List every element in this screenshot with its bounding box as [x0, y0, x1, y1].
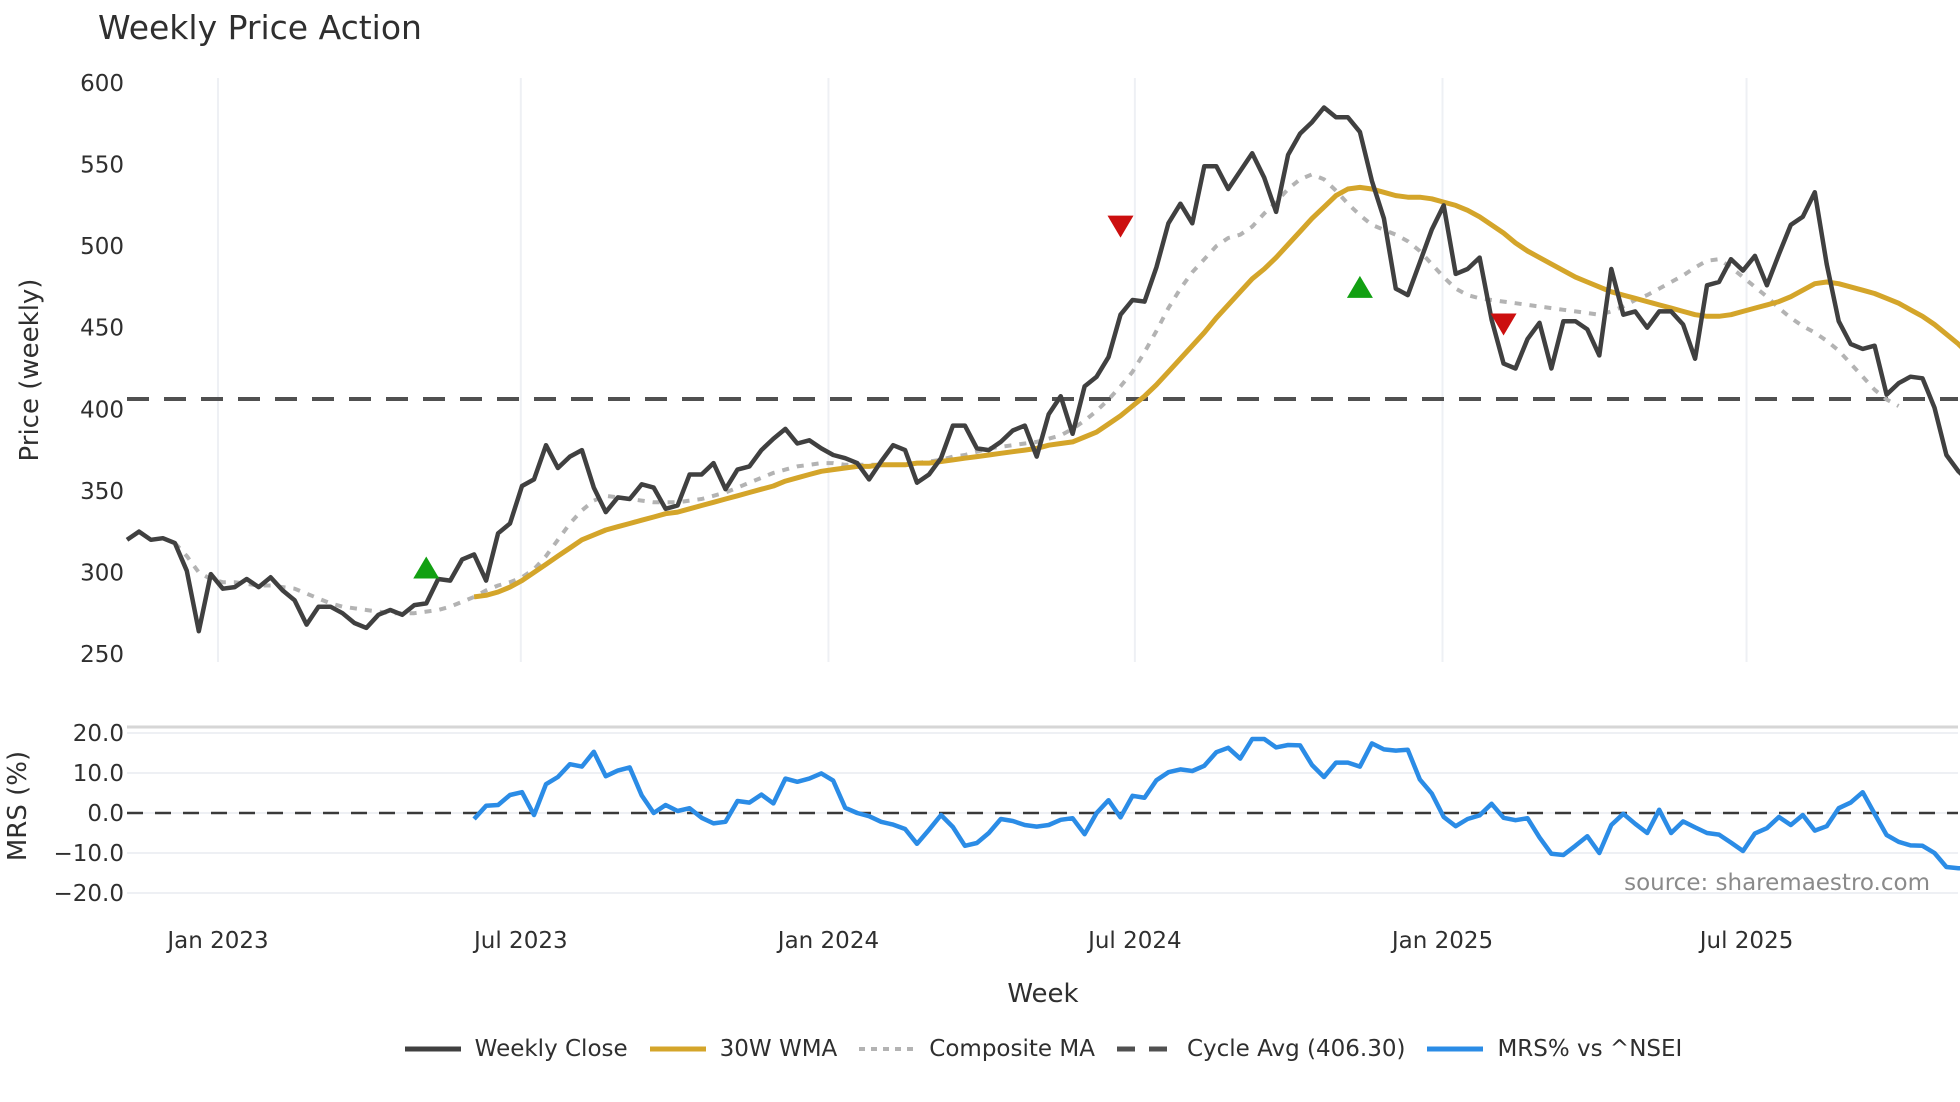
price-y-tick: 300	[80, 560, 124, 586]
x-tick-label: Jul 2025	[1698, 928, 1794, 954]
legend: Weekly Close 30W WMA Composite MA Cycle Avg…	[0, 1036, 1960, 1062]
x-tick-label: Jul 2023	[472, 928, 568, 954]
composite-ma-line	[173, 172, 1900, 616]
mrs-y-tick: 10.0	[73, 761, 124, 787]
legend-item-wma[interactable]: 30W WMA	[648, 1036, 838, 1062]
legend-swatch-icon	[859, 1047, 916, 1051]
price-y-axis-title: Price (weekly)	[15, 279, 45, 462]
legend-item-cycle[interactable]: Cycle Avg (406.30)	[1115, 1036, 1406, 1062]
sell-signal-triangle-icon	[1107, 215, 1134, 238]
legend-label: Composite MA	[929, 1036, 1095, 1062]
x-tick-label: Jan 2024	[776, 928, 879, 954]
legend-swatch-icon	[404, 1046, 461, 1052]
price-y-tick: 250	[80, 642, 124, 668]
legend-label: MRS% vs ^NSEI	[1497, 1036, 1683, 1062]
price-y-tick: 350	[80, 479, 124, 505]
source-annotation: source: sharemaestro.com	[1624, 870, 1930, 896]
legend-swatch-icon	[1427, 1046, 1484, 1052]
x-tick-label: Jul 2024	[1086, 928, 1182, 954]
mrs-y-tick: −20.0	[54, 881, 124, 907]
price-y-tick: 400	[80, 397, 124, 423]
buy-signal-triangle-icon	[413, 556, 440, 579]
price-y-tick: 550	[80, 153, 124, 179]
mrs-y-tick: −10.0	[54, 841, 124, 867]
legend-swatch-icon	[1116, 1046, 1173, 1052]
sell-signal-triangle-icon	[1490, 313, 1517, 336]
x-axis-title: Week	[1007, 979, 1078, 1009]
price-y-tick: 500	[80, 234, 124, 260]
mrs-y-tick: 0.0	[87, 801, 124, 827]
price-y-tick: 450	[80, 316, 124, 342]
mrs-line	[472, 736, 1960, 871]
mrs-y-tick: 20.0	[73, 721, 124, 747]
price-y-tick: 600	[80, 71, 124, 97]
weekly-close-line	[125, 105, 1960, 634]
legend-item-close[interactable]: Weekly Close	[403, 1036, 628, 1062]
chart-title: Weekly Price Action	[98, 8, 422, 47]
legend-item-composite[interactable]: Composite MA	[857, 1036, 1095, 1062]
legend-label: Cycle Avg (406.30)	[1186, 1036, 1406, 1062]
x-tick-label: Jan 2025	[1390, 928, 1493, 954]
mrs-y-axis-title: MRS (%)	[3, 751, 33, 861]
legend-label: 30W WMA	[719, 1036, 838, 1062]
buy-signal-triangle-icon	[1346, 275, 1373, 298]
legend-label: Weekly Close	[474, 1036, 628, 1062]
x-tick-label: Jan 2023	[165, 928, 268, 954]
legend-item-mrs[interactable]: MRS% vs ^NSEI	[1425, 1036, 1682, 1062]
wma-30w-line	[473, 184, 1960, 600]
legend-swatch-icon	[649, 1046, 706, 1052]
